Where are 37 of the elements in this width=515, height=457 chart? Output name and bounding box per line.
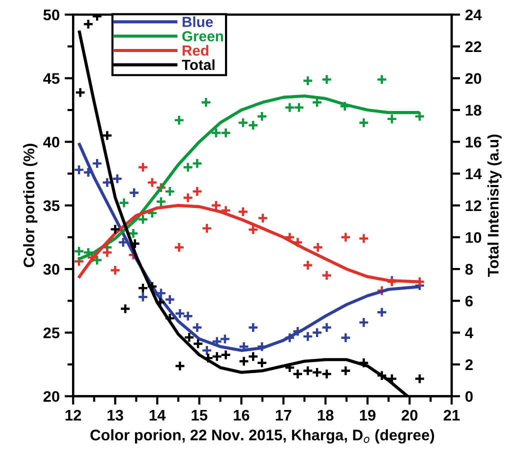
y2-tick-label: 24 xyxy=(465,9,482,20)
y2-tick-label: 22 xyxy=(465,41,482,52)
legend-label: Red xyxy=(182,45,208,56)
x-axis-title: Color porion, 22 Nov. 2015, Kharga, D$_{o}$ (degree) xyxy=(90,429,434,444)
y-tick-label: 50 xyxy=(43,9,60,20)
y-tick-label: 25 xyxy=(43,327,60,338)
x-tick-label: 21 xyxy=(444,410,460,420)
x-tick-label: 19 xyxy=(360,410,376,421)
x-tick-label: 15 xyxy=(192,410,208,421)
y2-tick-label: 8 xyxy=(465,264,473,275)
y2-tick-label: 16 xyxy=(466,136,482,148)
x-tick-label: 20 xyxy=(402,410,418,421)
legend-label: Green xyxy=(182,31,223,42)
x-tick-label: 18 xyxy=(318,410,334,421)
x-tick-label: 12 xyxy=(66,410,82,420)
y2-tick-label: 4 xyxy=(465,328,474,338)
legend-label: Blue xyxy=(182,16,213,28)
y2-tick-label: 10 xyxy=(466,232,482,243)
y2-tick-label: 6 xyxy=(465,296,473,307)
x-tick-label: 13 xyxy=(108,410,124,421)
y2-tick-label: 0 xyxy=(465,391,473,402)
y-axis-title: Color portion (%) xyxy=(23,144,38,268)
y-tick-label: 35 xyxy=(43,200,60,212)
y2-tick-label: 20 xyxy=(465,73,482,84)
x-tick-label: 14 xyxy=(150,410,166,420)
legend-label: Total xyxy=(182,59,214,70)
y-tick-label: 30 xyxy=(43,264,60,275)
x-tick-label: 17 xyxy=(276,410,292,420)
y2-tick-label: 2 xyxy=(465,359,473,370)
y2-tick-label: 14 xyxy=(466,168,482,180)
y2-tick-label: 12 xyxy=(466,200,482,211)
y2-axis-title: Total Intenisity (a.u) xyxy=(487,134,502,277)
y-tick-label: 20 xyxy=(43,391,60,402)
y-tick-label: 45 xyxy=(43,73,60,84)
x-tick-label: 16 xyxy=(234,410,250,421)
y-tick-label: 40 xyxy=(43,136,60,148)
y2-tick-label: 18 xyxy=(466,104,482,116)
